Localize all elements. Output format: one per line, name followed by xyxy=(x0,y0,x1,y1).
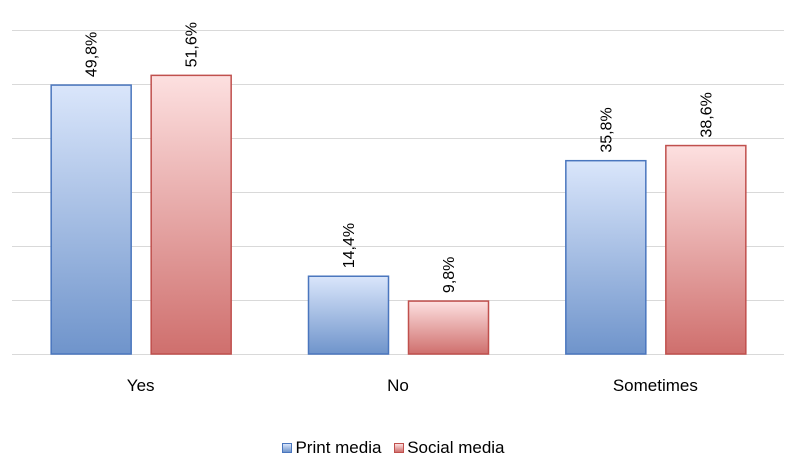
bar-no-social-media xyxy=(407,300,490,355)
data-label-no-social-media: 9,8% xyxy=(441,257,458,293)
x-axis-ticks: Yes No Sometimes xyxy=(127,376,698,395)
legend-item-print-media: Print media xyxy=(282,438,381,458)
data-labels: 49,8% 51,6% 14,4% 9,8% 35,8% 38,6% xyxy=(84,22,716,293)
data-label-no-print-media: 14,4% xyxy=(341,223,358,268)
legend-label-print-media: Print media xyxy=(295,438,382,457)
legend: Print media Social media xyxy=(0,438,787,458)
x-tick-yes: Yes xyxy=(127,376,155,395)
bar-no-print-media xyxy=(307,275,390,355)
data-label-sometimes-social-media: 38,6% xyxy=(698,92,715,137)
bars xyxy=(50,74,747,355)
data-label-yes-social-media: 51,6% xyxy=(184,22,201,67)
legend-swatch-print-media xyxy=(282,443,293,453)
data-label-yes-print-media: 49,8% xyxy=(84,32,101,77)
gridlines xyxy=(12,30,784,355)
bar-yes-print-media xyxy=(50,84,132,355)
bar-chart: 49,8% 51,6% 14,4% 9,8% 35,8% 38,6% Yes No Somet… xyxy=(12,22,784,395)
bar-sometimes-social-media xyxy=(665,144,747,355)
x-tick-no: No xyxy=(387,376,409,395)
legend-swatch-social-media xyxy=(394,443,405,453)
legend-label-social-media: Social media xyxy=(407,438,505,457)
data-label-sometimes-print-media: 35,8% xyxy=(598,107,615,152)
legend-item-social-media: Social media xyxy=(394,438,505,458)
bar-yes-social-media xyxy=(150,74,232,355)
bar-sometimes-print-media xyxy=(565,159,647,355)
x-tick-sometimes: Sometimes xyxy=(613,376,698,395)
